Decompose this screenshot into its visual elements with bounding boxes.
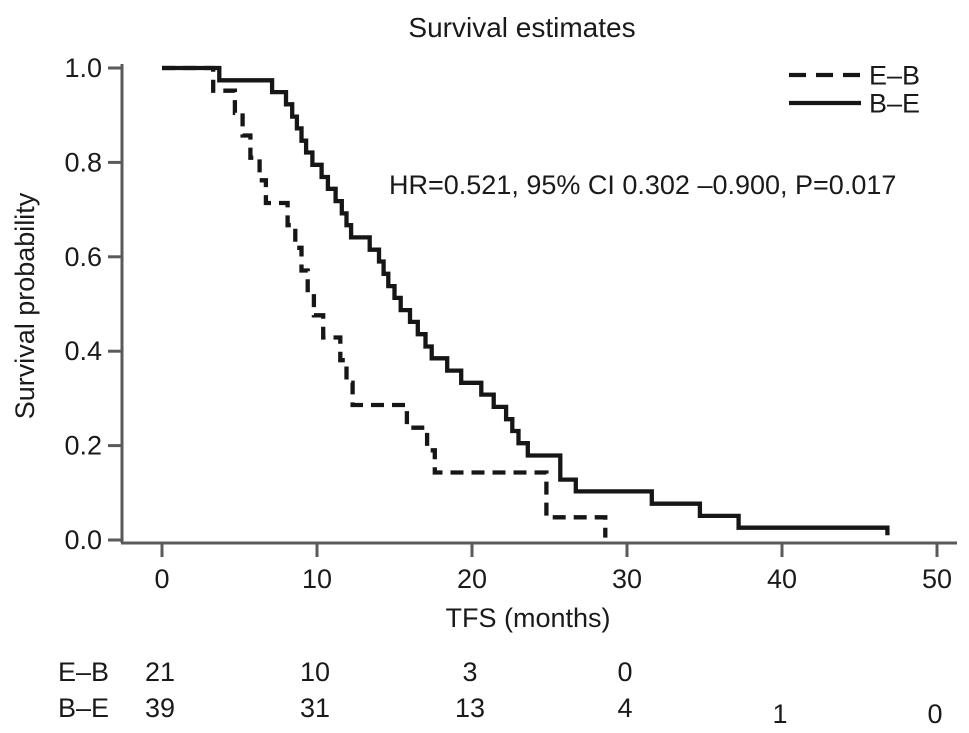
y-tick-label: 1.0 (64, 53, 102, 83)
y-tick-label: 0.2 (64, 431, 102, 461)
curve-e-b (162, 65, 608, 538)
curve-b-e (162, 65, 890, 536)
x-tick-label: 50 (922, 564, 952, 594)
x-tick-label: 30 (612, 564, 642, 594)
axes: 0.0 0.2 0.4 0.6 0.8 1.0 0 10 20 30 40 50 (64, 53, 957, 594)
x-axis-label: TFS (months) (445, 603, 610, 633)
risk-count: 13 (455, 693, 485, 723)
risk-count: 3 (462, 657, 477, 687)
x-tick-label: 10 (302, 564, 332, 594)
y-axis-label: Survival probability (10, 192, 40, 419)
risk-count: 10 (300, 657, 330, 687)
legend: E–BB–E (789, 61, 920, 119)
legend-label: B–E (869, 89, 920, 119)
risk-table: E–B 21 10 3 0B–E 39 31 13 4 1 0 (58, 657, 943, 729)
y-tick-label: 0.8 (64, 147, 102, 177)
risk-count: 21 (145, 657, 175, 687)
y-tick-label: 0.6 (64, 242, 102, 272)
y-tick-label: 0.0 (64, 525, 102, 555)
risk-count: 4 (617, 693, 632, 723)
risk-count: 31 (300, 693, 330, 723)
x-tick-label: 0 (154, 564, 169, 594)
risk-row-label: B–E (58, 693, 109, 723)
x-tick-label: 20 (457, 564, 487, 594)
risk-count: 0 (927, 699, 942, 729)
risk-count: 39 (145, 693, 175, 723)
x-tick-label: 40 (767, 564, 797, 594)
chart-title: Survival estimates (408, 12, 635, 43)
risk-count: 1 (772, 699, 787, 729)
y-tick-label: 0.4 (64, 336, 102, 366)
risk-count: 0 (617, 657, 632, 687)
curves (162, 65, 890, 538)
hr-annotation: HR=0.521, 95% CI 0.302 –0.900, P=0.017 (389, 170, 896, 200)
legend-label: E–B (869, 61, 920, 91)
risk-row-label: E–B (58, 657, 109, 687)
